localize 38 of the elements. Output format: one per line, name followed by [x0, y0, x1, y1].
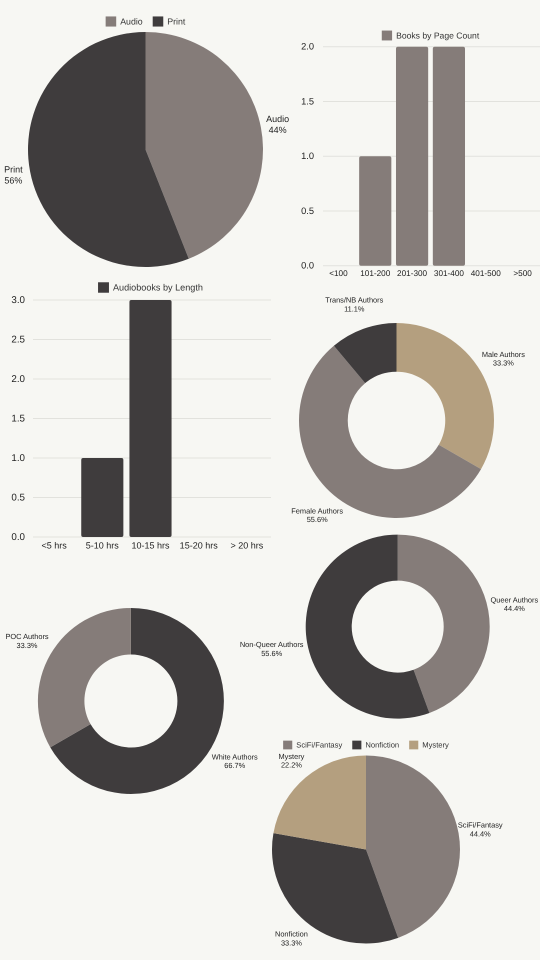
donut-slice: [306, 534, 430, 719]
donut-slice: [334, 323, 396, 384]
slice-label: Print: [4, 164, 24, 174]
x-tick-label: 201-300: [397, 268, 428, 278]
y-tick-label: 1.0: [11, 453, 26, 464]
y-tick-label: 0.0: [11, 532, 26, 544]
y-tick-label: 0.0: [301, 260, 314, 271]
donut-slice: [398, 534, 490, 713]
y-tick-label: 2.0: [11, 374, 26, 386]
x-tick-label: 401-500: [470, 268, 502, 278]
pie-slice: [28, 32, 189, 267]
y-tick-label: 2.0: [301, 42, 314, 52]
y-tick-label: 1.0: [301, 151, 314, 162]
legend-label: Print: [167, 16, 186, 27]
pie-slice: [146, 32, 263, 259]
legend-label: Audio: [120, 16, 143, 27]
y-tick-label: 1.5: [301, 96, 314, 106]
y-tick-label: 1.5: [11, 414, 26, 425]
legend-label: Books by Page Count: [396, 30, 480, 41]
x-tick-label: 5-10 hrs: [86, 540, 120, 550]
y-tick-label: 3.0: [11, 295, 26, 306]
y-tick-label: 2.5: [11, 334, 26, 346]
x-tick-label: <5 hrs: [41, 540, 68, 550]
y-tick-label: 0.5: [301, 206, 314, 216]
x-tick-label: 15-20 hrs: [180, 540, 218, 550]
x-tick-label: > 20 hrs: [230, 540, 264, 550]
x-tick-label: 101-200: [360, 268, 391, 278]
x-tick-label: <100: [329, 268, 348, 278]
pie-slice: [366, 756, 460, 938]
data-label: 44%: [268, 124, 287, 135]
data-label: 56%: [4, 175, 22, 186]
pie-slice: [273, 756, 366, 850]
y-tick-label: 0.5: [11, 492, 26, 504]
x-tick-label: >500: [513, 268, 532, 278]
x-tick-label: 10-15 hrs: [131, 540, 170, 550]
x-tick-label: 301-400: [434, 268, 464, 278]
slice-label: Audio: [266, 114, 290, 124]
legend-label: Audiobooks by Length: [112, 282, 203, 293]
